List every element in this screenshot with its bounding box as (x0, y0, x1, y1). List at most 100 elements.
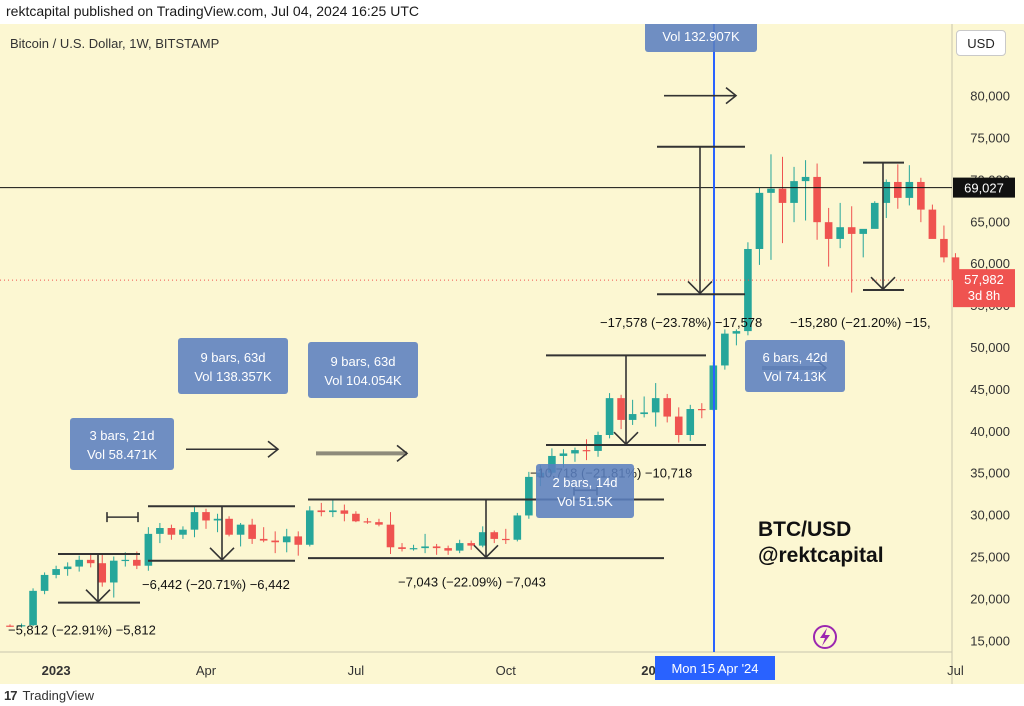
x-tick-label: Jul (947, 663, 964, 678)
candle-body (686, 409, 695, 436)
candle-body (651, 398, 660, 413)
measure-arrowhead (613, 431, 639, 446)
y-tick-label: 65,000 (970, 214, 1010, 229)
candle-body (305, 510, 314, 545)
range-info-line2: Vol 132.907K (662, 29, 740, 44)
candle-body (882, 181, 891, 203)
y-tick-label: 40,000 (970, 424, 1010, 439)
live-price-label: 57,982 (964, 272, 1004, 287)
candle-body (847, 227, 856, 234)
candle-body (213, 518, 222, 521)
range-info-line1: 2 bars, 14d (552, 475, 617, 490)
candle-body (778, 188, 787, 203)
measure-label: −7,043 (−22.09%) −7,043 (398, 575, 546, 590)
y-tick-label: 50,000 (970, 340, 1010, 355)
price-axis-background (952, 24, 1024, 684)
candle-body (248, 524, 256, 539)
symbol-title: Bitcoin / U.S. Dollar, 1W, BITSTAMP (10, 36, 219, 51)
chart-area[interactable]: 80,00075,00070,00065,00060,00055,00050,0… (0, 0, 1024, 684)
candle-body (836, 227, 844, 239)
range-info-line1: 6 bars, 42d (762, 350, 827, 365)
candle-body (767, 188, 775, 193)
publisher-line: rektcapital published on TradingView.com… (6, 3, 419, 19)
range-arrowhead (396, 444, 409, 463)
range-info-line1: 7 bars, 49d (668, 24, 733, 25)
y-tick-label: 60,000 (970, 256, 1010, 271)
range-info-line2: Vol 138.357K (194, 369, 272, 384)
measure-arrowhead (209, 547, 235, 561)
range-info-box[interactable] (536, 464, 634, 518)
current-price-label: 69,027 (964, 181, 1004, 196)
live-price-countdown: 3d 8h (968, 288, 1001, 303)
candle-body (513, 515, 522, 540)
candle-body (813, 176, 821, 223)
candle-body (663, 398, 672, 417)
range-info-box[interactable] (70, 418, 174, 470)
y-tick-label: 30,000 (970, 508, 1010, 523)
candle-body (582, 450, 591, 452)
range-arrowhead (725, 87, 738, 105)
candle-body (605, 398, 614, 436)
candle-body (109, 560, 118, 583)
candle-body (790, 181, 798, 203)
range-arrowhead (267, 440, 280, 458)
measure-arrowhead (870, 276, 896, 291)
candle-body (294, 536, 303, 545)
x-tick-label: Oct (496, 663, 517, 678)
candle-body (951, 257, 960, 281)
candle-body (236, 524, 245, 535)
candle-body (755, 192, 764, 249)
candle-body (156, 528, 164, 534)
candle-body (490, 532, 499, 539)
x-tick-label: Apr (196, 663, 217, 678)
measure-label: −17,578 (−23.78%) −17,578 (600, 315, 762, 330)
candle-body (455, 543, 464, 551)
tradingview-logo-icon: 17 (4, 688, 18, 703)
price-chart[interactable]: 80,00075,00070,00065,00060,00055,00050,0… (0, 0, 1024, 684)
candle-body (179, 529, 187, 535)
candle-body (467, 543, 475, 546)
replay-icon[interactable] (813, 625, 837, 649)
candle-body (190, 512, 199, 530)
y-tick-label: 45,000 (970, 382, 1010, 397)
currency-button[interactable]: USD (956, 30, 1006, 56)
candle-body (40, 574, 49, 591)
range-info-box[interactable] (178, 338, 288, 394)
range-info-line2: Vol 74.13K (764, 369, 827, 384)
candle-body (202, 512, 210, 521)
y-tick-label: 80,000 (970, 89, 1010, 104)
measure-label: −5,812 (−22.91%) −5,812 (8, 622, 156, 637)
footer-brand-label: TradingView (22, 688, 95, 703)
measure-label: −6,442 (−20.71%) −6,442 (142, 577, 290, 592)
crosshair-date-tag (655, 656, 775, 680)
candle-body (75, 559, 83, 567)
candle-body (329, 510, 337, 513)
y-tick-label: 35,000 (970, 466, 1010, 481)
x-tick-label: 2023 (42, 663, 71, 678)
candle-body (271, 540, 279, 543)
measure-label: −15,280 (−21.20%) −15, (790, 315, 931, 330)
candle-body (801, 176, 810, 182)
candle-body (386, 524, 395, 548)
candle-body (732, 331, 741, 334)
candle-body (594, 435, 602, 451)
candle-body (133, 559, 141, 566)
measure-arrowhead (85, 589, 111, 603)
y-tick-label: 25,000 (970, 549, 1010, 564)
candle-body (917, 181, 925, 210)
candle-body (259, 538, 268, 541)
candle-body (86, 559, 95, 564)
range-info-box[interactable] (745, 340, 845, 392)
range-info-line1: 9 bars, 63d (200, 350, 265, 365)
candle-body (375, 522, 383, 525)
candle-body (721, 333, 729, 366)
candle-body (421, 546, 429, 549)
candle-body (674, 416, 683, 436)
time-axis-background (0, 652, 952, 684)
candle-body (52, 569, 60, 575)
candle-body (409, 548, 418, 550)
candle-body (698, 409, 706, 411)
y-tick-label: 20,000 (970, 591, 1010, 606)
range-info-box[interactable] (308, 342, 418, 398)
candle-body (432, 546, 441, 549)
